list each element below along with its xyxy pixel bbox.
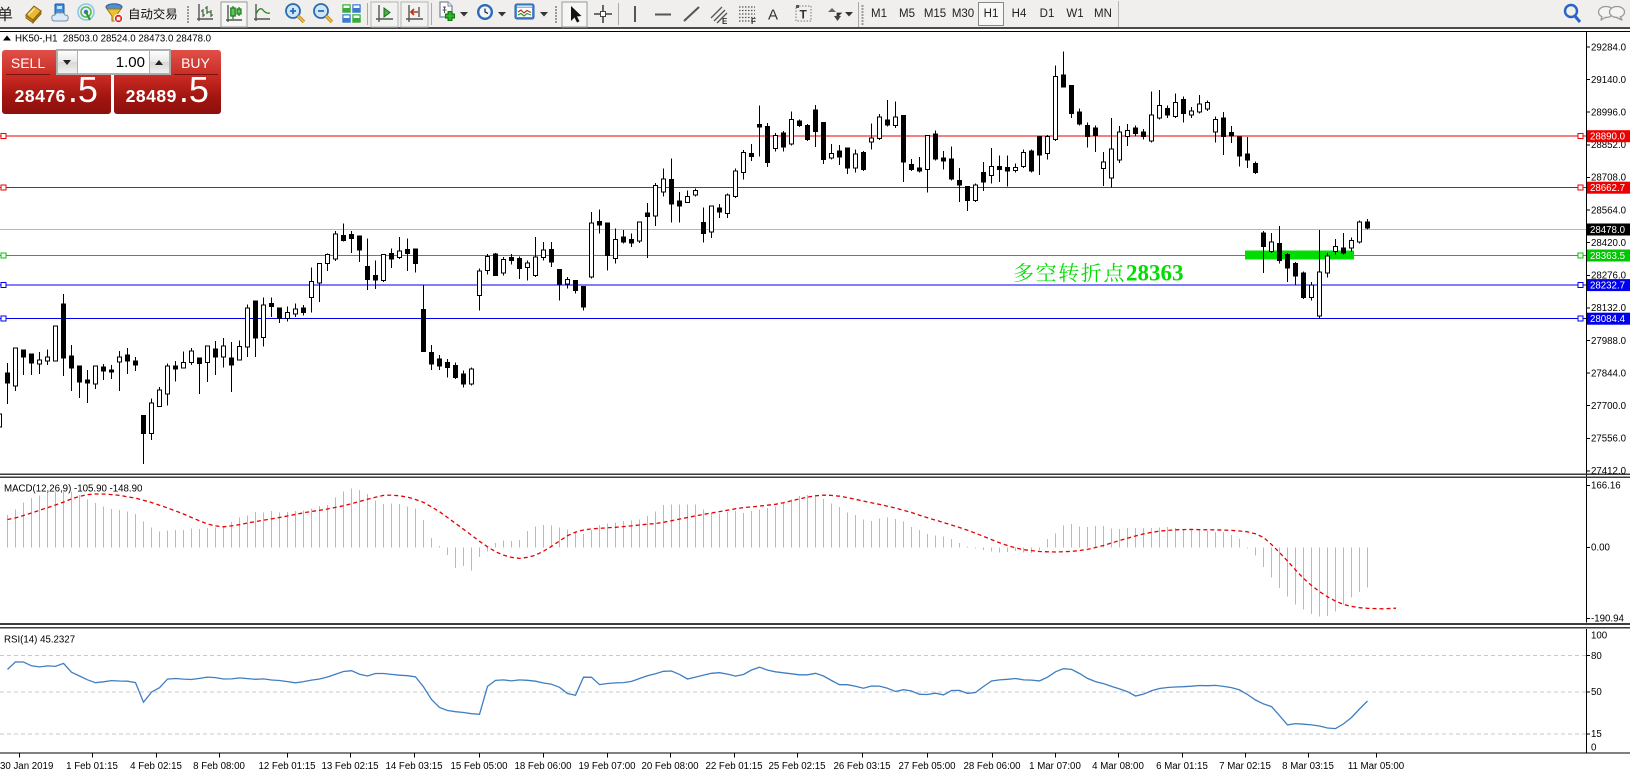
- svg-text:T: T: [800, 8, 808, 22]
- svg-text:1 Feb 01:15: 1 Feb 01:15: [66, 761, 118, 772]
- svg-text:-190.94: -190.94: [1591, 614, 1624, 625]
- svg-text:28232.7: 28232.7: [1590, 280, 1625, 291]
- svg-text:14 Feb 03:15: 14 Feb 03:15: [385, 761, 442, 772]
- svg-text:27412.0: 27412.0: [1591, 466, 1627, 477]
- svg-text:13 Feb 02:15: 13 Feb 02:15: [321, 761, 378, 772]
- svg-text:HK50-,H1 28503.0 28524.0 2847: HK50-,H1 28503.0 28524.0 28473.0 28478.0: [15, 34, 212, 45]
- svg-text:28890.0: 28890.0: [1590, 132, 1626, 143]
- svg-text:0.00: 0.00: [1591, 543, 1610, 554]
- svg-text:100: 100: [1591, 631, 1608, 642]
- svg-text:28996.0: 28996.0: [1591, 108, 1627, 119]
- svg-text:7 Mar 02:15: 7 Mar 02:15: [1219, 761, 1271, 772]
- svg-text:15 Feb 05:00: 15 Feb 05:00: [450, 761, 508, 772]
- svg-text:25 Feb 02:15: 25 Feb 02:15: [768, 761, 825, 772]
- svg-text:27556.0: 27556.0: [1591, 434, 1627, 445]
- svg-text:8 Mar 03:15: 8 Mar 03:15: [1282, 761, 1334, 772]
- svg-text:80: 80: [1591, 651, 1602, 662]
- svg-text:12 Feb 01:15: 12 Feb 01:15: [258, 761, 315, 772]
- svg-text:19 Feb 07:00: 19 Feb 07:00: [578, 761, 636, 772]
- svg-text:26 Feb 03:15: 26 Feb 03:15: [833, 761, 890, 772]
- svg-text:28852.0: 28852.0: [1591, 140, 1627, 151]
- svg-text:28276.0: 28276.0: [1591, 271, 1627, 282]
- svg-text:27 Feb 05:00: 27 Feb 05:00: [898, 761, 956, 772]
- svg-text:27700.0: 27700.0: [1591, 401, 1627, 412]
- svg-text:MACD(12,26,9) -105.90 -148.90: MACD(12,26,9) -105.90 -148.90: [4, 484, 143, 495]
- svg-text:F: F: [751, 17, 756, 26]
- svg-text:27844.0: 27844.0: [1591, 368, 1627, 379]
- svg-text:28363.5: 28363.5: [1590, 251, 1625, 262]
- svg-text:0: 0: [1591, 743, 1597, 754]
- svg-text:18 Feb 06:00: 18 Feb 06:00: [514, 761, 572, 772]
- svg-text:28708.0: 28708.0: [1591, 173, 1627, 184]
- svg-text:22 Feb 01:15: 22 Feb 01:15: [705, 761, 762, 772]
- svg-text:27988.0: 27988.0: [1591, 336, 1627, 347]
- svg-text:28 Feb 06:00: 28 Feb 06:00: [963, 761, 1021, 772]
- svg-text:RSI(14) 45.2327: RSI(14) 45.2327: [4, 635, 75, 646]
- svg-text:8 Feb 08:00: 8 Feb 08:00: [193, 761, 245, 772]
- svg-text:28564.0: 28564.0: [1591, 205, 1627, 216]
- svg-text:28662.7: 28662.7: [1590, 183, 1625, 194]
- svg-text:1 Mar 07:00: 1 Mar 07:00: [1029, 761, 1081, 772]
- svg-text:166.16: 166.16: [1591, 481, 1621, 492]
- svg-text:29284.0: 29284.0: [1591, 42, 1627, 53]
- svg-text:28478.0: 28478.0: [1590, 225, 1626, 236]
- svg-text:28420.0: 28420.0: [1591, 238, 1627, 249]
- svg-text:28363: 28363: [1126, 261, 1184, 286]
- svg-text:20 Feb 08:00: 20 Feb 08:00: [641, 761, 699, 772]
- svg-text:4 Feb 02:15: 4 Feb 02:15: [130, 761, 182, 772]
- svg-text:4 Mar 08:00: 4 Mar 08:00: [1092, 761, 1144, 772]
- svg-text:28132.0: 28132.0: [1591, 303, 1627, 314]
- svg-text:A: A: [768, 7, 778, 24]
- svg-text:28084.4: 28084.4: [1590, 314, 1626, 325]
- svg-text:50: 50: [1591, 687, 1602, 698]
- svg-text:11 Mar 05:00: 11 Mar 05:00: [1348, 761, 1405, 772]
- svg-text:30 Jan 2019: 30 Jan 2019: [0, 761, 53, 772]
- svg-text:15: 15: [1591, 729, 1602, 740]
- svg-text:6 Mar 01:15: 6 Mar 01:15: [1156, 761, 1208, 772]
- svg-text:E: E: [722, 17, 728, 26]
- svg-text:29140.0: 29140.0: [1591, 75, 1627, 86]
